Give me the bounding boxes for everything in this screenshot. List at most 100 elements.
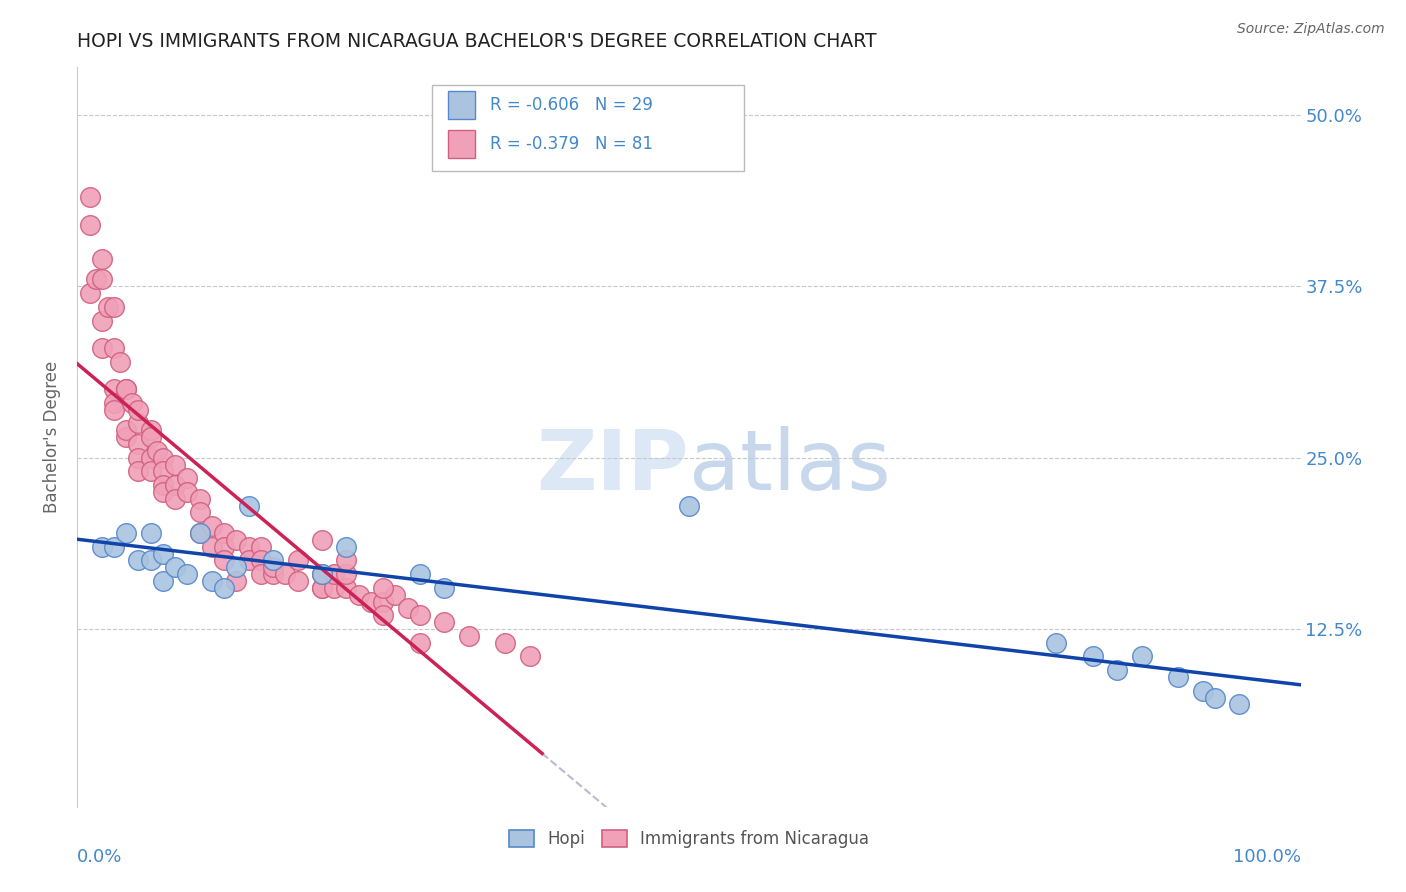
Point: [409, 636, 432, 650]
Point: [225, 560, 247, 574]
Point: [127, 464, 149, 478]
Point: [79, 218, 101, 232]
Point: [152, 484, 174, 499]
Point: [323, 567, 346, 582]
Point: [311, 581, 333, 595]
Point: [84, 272, 107, 286]
Text: 100.0%: 100.0%: [1233, 848, 1301, 866]
Point: [678, 499, 700, 513]
Point: [201, 540, 224, 554]
Point: [127, 417, 149, 431]
Point: [108, 354, 131, 368]
Point: [90, 252, 112, 266]
Point: [495, 636, 517, 650]
Point: [103, 540, 125, 554]
Text: ZIP: ZIP: [537, 426, 689, 508]
Point: [262, 567, 284, 582]
Point: [90, 313, 112, 327]
Point: [188, 526, 211, 541]
Point: [212, 581, 235, 595]
Point: [311, 581, 333, 595]
Point: [121, 396, 143, 410]
Point: [1045, 636, 1067, 650]
Point: [152, 464, 174, 478]
Point: [225, 574, 247, 588]
Point: [396, 601, 419, 615]
Text: atlas: atlas: [689, 426, 890, 508]
Point: [250, 553, 273, 567]
Point: [188, 506, 211, 520]
Point: [139, 553, 162, 567]
Point: [165, 491, 187, 506]
Point: [103, 396, 125, 410]
Point: [238, 540, 260, 554]
Point: [409, 608, 432, 623]
Point: [79, 286, 101, 301]
Point: [1204, 690, 1226, 705]
Point: [238, 499, 260, 513]
Point: [384, 588, 406, 602]
Text: R = -0.379   N = 81: R = -0.379 N = 81: [489, 135, 652, 153]
Point: [519, 649, 541, 664]
Point: [335, 567, 357, 582]
Point: [90, 272, 112, 286]
Point: [335, 553, 357, 567]
Point: [371, 608, 394, 623]
Point: [103, 341, 125, 355]
Point: [165, 560, 187, 574]
FancyBboxPatch shape: [432, 86, 744, 170]
Point: [1167, 670, 1189, 684]
Point: [311, 533, 333, 547]
Y-axis label: Bachelor's Degree: Bachelor's Degree: [44, 361, 62, 513]
Point: [201, 574, 224, 588]
Point: [311, 567, 333, 582]
Point: [287, 574, 309, 588]
Point: [97, 300, 120, 314]
Point: [152, 547, 174, 561]
Point: [139, 450, 162, 465]
Point: [79, 190, 101, 204]
Point: [165, 478, 187, 492]
Point: [212, 526, 235, 541]
Point: [127, 437, 149, 451]
Point: [335, 581, 357, 595]
Point: [115, 526, 138, 541]
Point: [212, 540, 235, 554]
Point: [103, 382, 125, 396]
Point: [127, 450, 149, 465]
Point: [152, 478, 174, 492]
Point: [103, 300, 125, 314]
Point: [238, 553, 260, 567]
FancyBboxPatch shape: [449, 130, 475, 158]
Point: [127, 553, 149, 567]
Point: [262, 553, 284, 567]
Point: [250, 540, 273, 554]
Point: [188, 526, 211, 541]
Point: [146, 443, 169, 458]
Point: [360, 594, 382, 608]
Point: [139, 423, 162, 437]
Point: [127, 402, 149, 417]
Point: [250, 567, 273, 582]
Point: [262, 560, 284, 574]
Point: [274, 567, 297, 582]
Point: [347, 588, 370, 602]
Point: [115, 382, 138, 396]
Point: [1191, 683, 1213, 698]
Point: [176, 484, 198, 499]
Point: [115, 423, 138, 437]
Point: [90, 540, 112, 554]
Point: [139, 430, 162, 444]
Point: [371, 594, 394, 608]
Text: 0.0%: 0.0%: [77, 848, 122, 866]
Point: [139, 464, 162, 478]
Point: [152, 450, 174, 465]
Point: [225, 533, 247, 547]
Point: [139, 526, 162, 541]
Point: [311, 567, 333, 582]
Text: HOPI VS IMMIGRANTS FROM NICARAGUA BACHELOR'S DEGREE CORRELATION CHART: HOPI VS IMMIGRANTS FROM NICARAGUA BACHEL…: [77, 32, 877, 52]
Point: [115, 382, 138, 396]
Point: [176, 471, 198, 485]
Point: [287, 553, 309, 567]
Point: [1107, 663, 1129, 677]
